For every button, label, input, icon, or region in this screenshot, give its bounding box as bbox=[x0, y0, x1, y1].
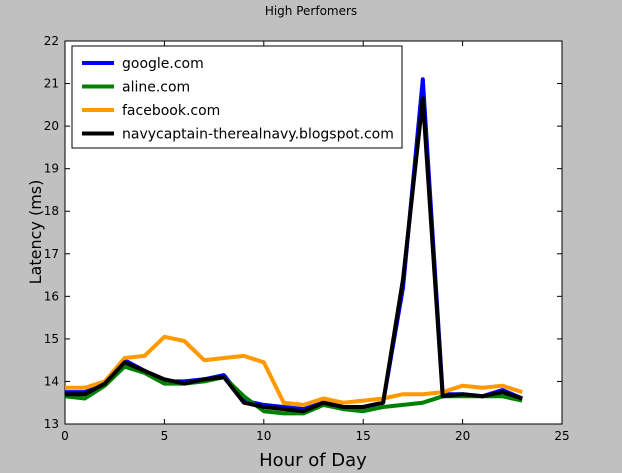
series-line-2 bbox=[65, 334, 523, 407]
x-tick-label: 10 bbox=[256, 429, 271, 443]
x-tick-label: 5 bbox=[161, 429, 169, 443]
series-line-3 bbox=[65, 96, 523, 414]
x-tick-label: 15 bbox=[356, 429, 371, 443]
y-tick-label: 15 bbox=[44, 332, 59, 346]
y-tick-label: 14 bbox=[44, 374, 59, 388]
x-tick-label: 25 bbox=[554, 429, 569, 443]
y-axis: 13 14 15 16 17 18 19 20 21 22 bbox=[44, 34, 562, 431]
y-tick-label: 13 bbox=[44, 417, 59, 431]
y-tick-label: 22 bbox=[44, 34, 59, 48]
x-axis-title: Hour of Day bbox=[259, 450, 367, 471]
y-axis-title: Latency (ms) bbox=[26, 180, 45, 285]
x-tick-label: 20 bbox=[455, 429, 470, 443]
y-tick-label: 20 bbox=[44, 119, 59, 133]
legend-label: navycaptain-therealnavy.blogspot.com bbox=[122, 127, 394, 143]
legend: google.com aline.com facebook.com navycapta… bbox=[71, 45, 403, 149]
legend-label: google.com bbox=[122, 56, 204, 72]
legend-box bbox=[71, 45, 403, 149]
x-tick-label: 0 bbox=[61, 429, 69, 443]
legend-label: aline.com bbox=[122, 80, 190, 96]
y-tick-label: 21 bbox=[44, 77, 59, 91]
chart-title: High Perfomers bbox=[265, 4, 357, 18]
x-axis: 0 5 10 15 20 25 bbox=[61, 41, 570, 443]
y-tick-label: 17 bbox=[44, 247, 59, 261]
series-lines bbox=[64, 77, 523, 416]
y-tick-label: 18 bbox=[44, 204, 59, 218]
legend-label: facebook.com bbox=[122, 103, 220, 119]
y-tick-label: 16 bbox=[44, 289, 59, 303]
y-tick-label: 19 bbox=[44, 162, 59, 176]
